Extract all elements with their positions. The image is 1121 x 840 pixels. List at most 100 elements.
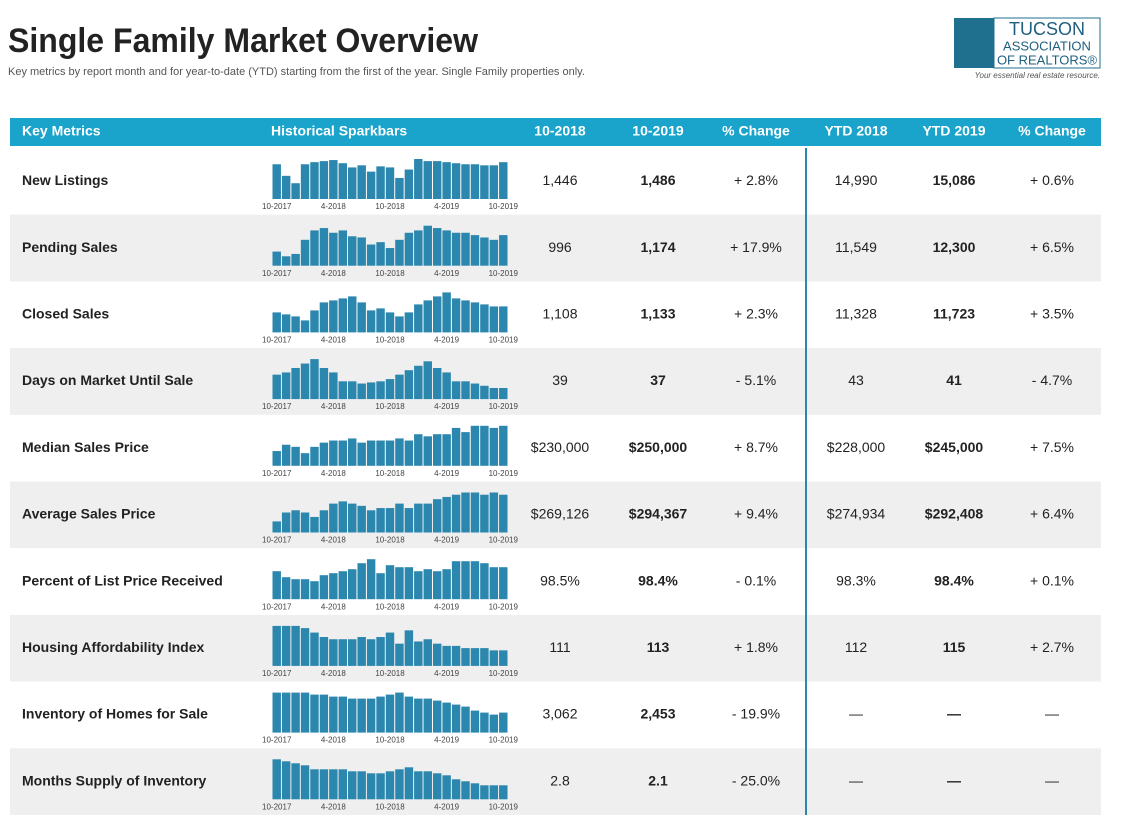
sparkbar-label: 4-2019: [434, 736, 459, 745]
sparkbar: [319, 161, 329, 199]
sparkbar: [499, 785, 508, 800]
cell-value: —: [1045, 706, 1059, 722]
sparkbar: [357, 302, 366, 333]
sparkbar: [272, 692, 281, 733]
cell-value: 11,328: [835, 305, 877, 321]
sparkbar: [291, 579, 300, 600]
column-header: YTD 2019: [922, 123, 985, 139]
sparkbar: [499, 162, 508, 199]
sparkbar: [300, 239, 310, 266]
sparkbar-label: 10-2017: [262, 202, 292, 211]
sparkbar: [432, 499, 442, 533]
sparkbar: [300, 320, 310, 333]
sparkbar: [489, 567, 499, 600]
cell-value: + 2.7%: [1030, 639, 1074, 655]
sparkbar: [489, 165, 499, 199]
sparkbar: [470, 710, 480, 733]
cell-value: - 5.1%: [736, 372, 776, 388]
sparkbar: [423, 300, 432, 333]
sparkbar: [404, 232, 414, 266]
sparkbar-label: 10-2018: [375, 669, 405, 678]
sparkbar: [432, 700, 442, 733]
sparkbar: [338, 381, 348, 400]
sparkbar-label: 10-2017: [262, 402, 292, 411]
sparkbar: [414, 304, 423, 333]
cell-value: —: [947, 772, 961, 788]
sparkbar: [480, 563, 489, 600]
sparkbar: [338, 440, 348, 466]
sparkbar: [310, 516, 319, 533]
subtitle: Key metrics by report month and for year…: [8, 66, 585, 78]
sparkbar-label: 4-2019: [434, 269, 459, 278]
sparkbar: [291, 367, 300, 400]
sparkbar-label: 10-2018: [375, 602, 405, 611]
sparkbar: [385, 379, 395, 400]
sparkbar-label: 4-2018: [321, 469, 346, 478]
sparkbar-label: 10-2018: [375, 736, 405, 745]
metric-label: Pending Sales: [22, 239, 118, 255]
logo-tagline: Your essential real estate resource.: [975, 71, 1100, 80]
sparkbar: [366, 559, 376, 600]
sparkbar: [385, 694, 395, 733]
sparkbar-label: 10-2017: [262, 669, 292, 678]
sparkbar: [329, 300, 338, 333]
cell-value: + 6.5%: [1030, 239, 1074, 255]
sparkbar: [366, 510, 376, 533]
cell-value: 15,086: [933, 172, 976, 188]
cell-value: + 6.4%: [1030, 506, 1074, 522]
sparkbar: [461, 781, 470, 800]
sparkbar: [348, 698, 357, 733]
sparkbar: [366, 171, 376, 199]
sparkbar: [310, 446, 319, 466]
sparkbar: [376, 573, 385, 600]
sparkbar: [272, 374, 281, 400]
sparkbar: [319, 302, 329, 333]
sparkbar: [414, 771, 423, 800]
sparkbar: [281, 372, 291, 400]
row-background: [10, 748, 1101, 815]
sparkbar: [329, 232, 338, 266]
sparkbar: [499, 567, 508, 600]
sparkbar: [366, 773, 376, 800]
sparkbar: [376, 440, 385, 466]
logo: TUCSON ASSOCIATION OF REALTORS® Your ess…: [954, 17, 1101, 80]
sparkbar: [357, 383, 366, 400]
sparkbar: [414, 641, 423, 666]
sparkbar: [272, 251, 281, 266]
metric-label: Housing Affordability Index: [22, 639, 204, 655]
sparkbar: [338, 769, 348, 800]
sparkbar: [432, 161, 442, 199]
sparkbar: [357, 165, 366, 199]
sparkbar: [272, 451, 281, 466]
sparkbar-label: 10-2018: [375, 802, 405, 811]
sparkbar: [281, 314, 291, 333]
sparkbar: [461, 164, 470, 199]
sparkbar: [366, 244, 376, 266]
sparkbar: [348, 438, 357, 466]
sparkbar-label: 10-2019: [489, 336, 519, 345]
cell-value: 1,486: [640, 172, 675, 188]
sparkbar: [451, 427, 461, 466]
cell-value: 98.4%: [638, 572, 678, 588]
sparkbar: [348, 771, 357, 800]
sparkbar: [300, 453, 310, 466]
sparkbar: [338, 230, 348, 266]
cell-value: + 9.4%: [734, 506, 778, 522]
cell-value: $228,000: [827, 439, 886, 455]
cell-value: —: [1045, 772, 1059, 788]
sparkbar: [442, 292, 451, 333]
sparkbar: [376, 637, 385, 666]
cell-value: —: [849, 772, 863, 788]
sparkbar: [376, 773, 385, 800]
cell-value: + 17.9%: [730, 239, 782, 255]
sparkbar: [329, 769, 338, 800]
sparkbar: [395, 438, 404, 466]
sparkbar: [385, 248, 395, 266]
sparkbar: [281, 625, 291, 666]
sparkbar: [451, 163, 461, 199]
row-background: [10, 214, 1101, 282]
sparkbar: [423, 771, 432, 800]
sparkbar: [499, 650, 508, 666]
cell-value: - 4.7%: [1032, 372, 1072, 388]
sparkbar-label: 4-2018: [321, 336, 346, 345]
